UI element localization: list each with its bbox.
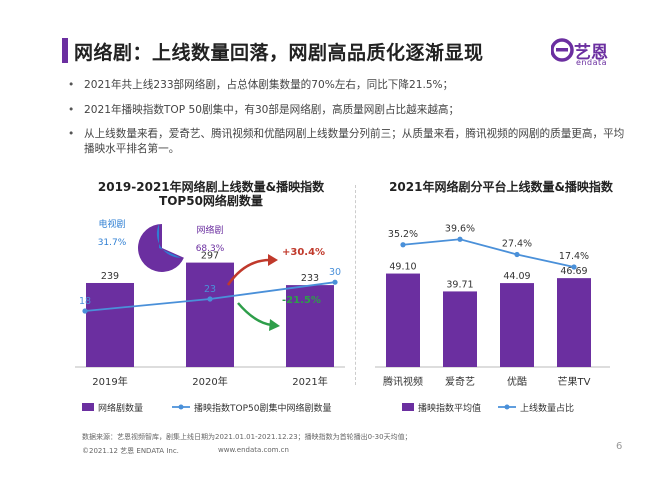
bar — [86, 282, 134, 367]
logo-subtext: endata — [576, 58, 608, 67]
bar — [186, 262, 234, 367]
up-arrow-icon — [226, 258, 271, 286]
logo-mark-icon — [551, 38, 574, 62]
x-tick-label: 芒果TV — [558, 375, 591, 388]
bar — [557, 278, 591, 367]
pie-label: 网络剧 — [196, 224, 223, 236]
bar-value-label: 49.10 — [389, 262, 416, 273]
chart-divider — [355, 185, 356, 385]
legend-label: 网络剧数量 — [98, 402, 143, 414]
legend-label: 播映指数平均值 — [418, 402, 481, 414]
website-text: www.endata.com.cn — [218, 446, 289, 454]
bar-value-label: 297 — [201, 251, 219, 262]
bar-change-annotation: -21.5% — [282, 295, 321, 306]
bar-value-label: 239 — [101, 271, 119, 282]
copyright-text: ©2021.12 艺恩 ENDATA Inc. — [82, 447, 179, 455]
legend-swatch — [82, 403, 94, 411]
x-tick-label: 2020年 — [192, 375, 227, 388]
bar-value-label: 46.69 — [560, 266, 587, 277]
line-point — [207, 296, 213, 302]
line-change-annotation: +30.4% — [282, 247, 325, 258]
bullet-item: 2021年播映指数TOP 50剧集中，有30部是网络剧，高质量网剧占比越来越高； — [66, 103, 626, 118]
left-chart-title: 2019-2021年网络剧上线数量&播映指数TOP50网络剧数量 — [97, 180, 325, 208]
bullet-item: 2021年共上线233部网络剧，占总体剧集数量的70%左右，同比下降21.5%； — [66, 78, 626, 93]
line-value-label: 27.4% — [502, 239, 532, 250]
bar — [500, 283, 534, 367]
x-tick-label: 优酷 — [507, 375, 527, 388]
pie-label: 电视剧 — [98, 218, 125, 230]
legend-swatch-dot — [178, 404, 184, 410]
line-value-label: 23 — [204, 284, 216, 295]
x-tick-label: 腾讯视频 — [383, 375, 423, 388]
down-arrow-head-icon — [269, 319, 280, 331]
title-accent-bar — [62, 38, 68, 63]
line-series — [402, 238, 575, 268]
x-tick-label: 2021年 — [292, 375, 327, 388]
bar-value-label: 233 — [301, 273, 319, 284]
legend-swatch-dot — [504, 404, 510, 410]
bar — [286, 285, 334, 367]
right-chart: 49.10 腾讯视频 39.71 爱奇艺 44.09 优酷 46.69 芒果TV 35.2% 39… — [375, 223, 610, 414]
pie-value-label: 68.3% — [196, 244, 225, 254]
line-value-label: 18 — [79, 296, 91, 307]
bullet-item: 从上线数量来看，爱奇艺、腾讯视频和优酷网剧上线数量分列前三；从质量来看，腾讯视频… — [66, 127, 626, 156]
line-point — [82, 308, 88, 314]
logo-text: 艺恩 — [574, 43, 608, 63]
legend-label: 播映指数TOP50剧集中网络剧数量 — [194, 402, 331, 414]
page-title: 网络剧：上线数量回落，网剧高品质化逐渐显现 — [74, 42, 484, 64]
pie-value-label: 31.7% — [98, 238, 127, 248]
line-point — [400, 242, 406, 248]
left-chart: 239 2019年 297 2020年 233 2021年 18 23 30 +30.4% -21.… — [75, 218, 345, 414]
line-value-label: 35.2% — [388, 229, 418, 240]
x-tick-label: 2019年 — [92, 375, 127, 388]
legend-label: 上线数量占比 — [520, 402, 574, 414]
line-point — [457, 236, 463, 242]
page-number: 6 — [616, 441, 623, 452]
line-value-label: 39.6% — [445, 223, 475, 234]
data-source-note: 数据来源：艺恩视频智库，剧集上线日期为2021.01.01-2021.12.23… — [82, 433, 412, 441]
bar — [443, 291, 477, 367]
legend-swatch — [402, 403, 414, 411]
line-point — [571, 264, 577, 270]
line-value-label: 17.4% — [559, 251, 589, 262]
bar-value-label: 44.09 — [503, 271, 530, 282]
x-tick-label: 爱奇艺 — [445, 375, 475, 388]
bar — [386, 273, 420, 367]
line-point — [332, 279, 338, 285]
down-arrow-icon — [237, 302, 273, 327]
bar-value-label: 39.71 — [446, 279, 473, 290]
line-value-label: 30 — [329, 267, 341, 278]
endata-logo — [551, 38, 574, 62]
up-arrow-head-icon — [268, 254, 278, 266]
right-chart-title: 2021年网络剧分平台上线数量&播映指数 — [389, 180, 613, 194]
line-point — [514, 251, 520, 258]
summary-bullets: 2021年共上线233部网络剧，占总体剧集数量的70%左右，同比下降21.5%；… — [66, 78, 626, 166]
